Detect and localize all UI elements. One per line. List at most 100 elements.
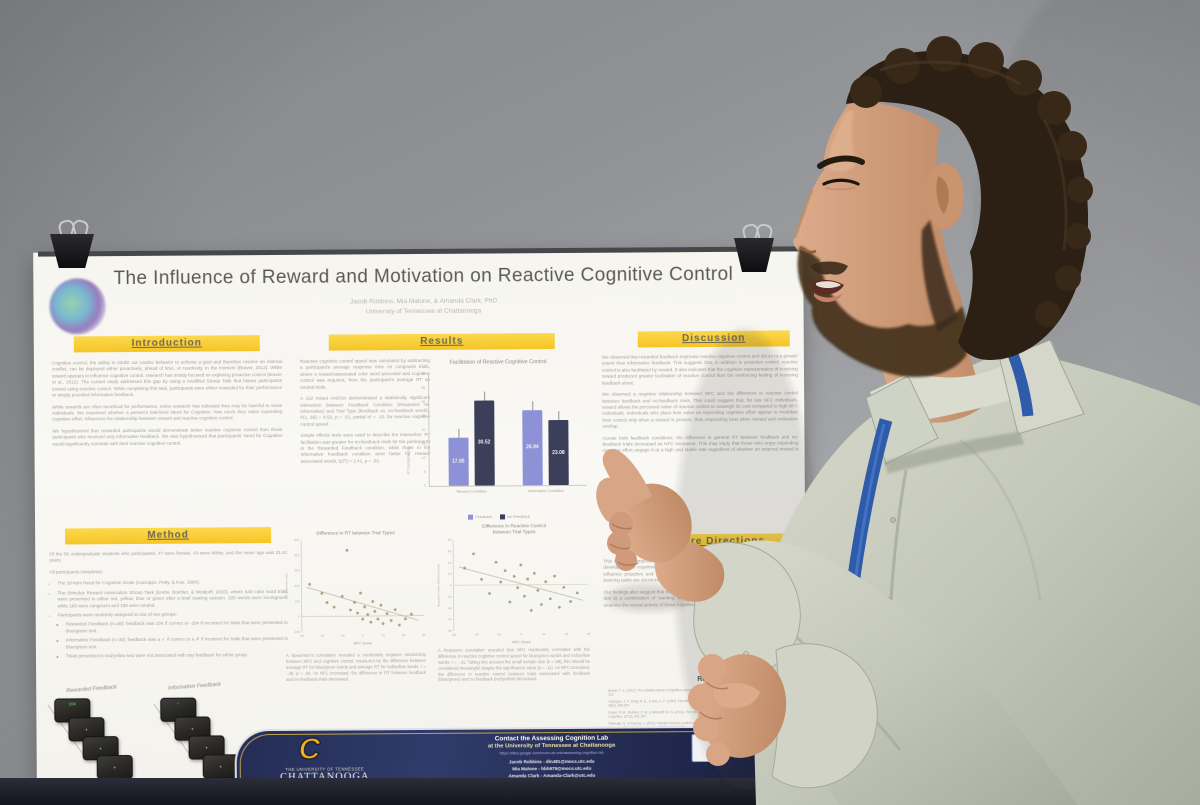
scatter-point (397, 623, 401, 627)
scatter-point (463, 566, 467, 570)
hair (846, 50, 1089, 360)
scatter-point (320, 591, 324, 595)
x-tick-label: 60 (587, 632, 591, 636)
scatter-point (393, 608, 397, 612)
trend-line (458, 566, 584, 601)
x-tick-label: 60 (422, 633, 426, 637)
scatter-point (369, 620, 373, 624)
trend-line (306, 586, 419, 621)
fist (688, 654, 787, 766)
scatter-point (371, 600, 375, 603)
clip-body (734, 238, 774, 272)
scatter-point (512, 574, 516, 578)
scatter-point (325, 601, 329, 604)
scatter-point (376, 617, 380, 621)
knuckle (688, 684, 716, 712)
lower-lip (814, 293, 843, 303)
y-tick-label: 60 (448, 549, 452, 553)
y-tick-label: 100 (295, 599, 300, 603)
scatter-point (536, 588, 540, 592)
head (793, 36, 1093, 378)
scatter-point (349, 608, 352, 612)
x-axis-label: NFC Score (353, 641, 372, 645)
x-tick-label: -40 (474, 633, 479, 637)
thumb (596, 477, 632, 524)
scatter-point (345, 548, 349, 552)
pointing-arm (596, 449, 1078, 805)
y-tick-label: 0 (450, 583, 452, 587)
y-tick-label: 400 (294, 553, 299, 557)
scatter-point (361, 617, 365, 621)
scatter-point (366, 613, 370, 616)
x-tick-label: -20 (497, 632, 502, 636)
scatter-point (523, 594, 526, 598)
x-axis-label: NFC Score (512, 640, 531, 644)
scatter-title: between Trial Types (493, 529, 536, 535)
scatter-point (410, 612, 413, 616)
scatter-title: Difference in Reactive Control (482, 523, 546, 529)
y-axis-label: Reactive Control Difference (ms) (436, 564, 440, 607)
x-tick-label: 40 (565, 632, 569, 636)
y-tick-label: -40 (447, 606, 452, 610)
binder-clip-icon (50, 218, 94, 272)
scatter-point (494, 560, 498, 564)
nostril (799, 246, 817, 254)
scatter-point (373, 609, 377, 613)
index-finger (602, 449, 652, 508)
x-tick-label: 0 (520, 632, 522, 636)
curled-finger (615, 549, 637, 571)
y-tick-label: -20 (447, 595, 452, 599)
eye (822, 178, 860, 186)
knuckle (693, 715, 719, 741)
x-tick-label: 20 (542, 632, 546, 636)
pointing-hand (596, 449, 725, 602)
y-tick-label: 500 (294, 538, 299, 542)
scatter-point (363, 605, 367, 609)
thumb (713, 683, 760, 709)
x-tick-label: 0 (362, 633, 364, 637)
scatter-point (532, 571, 536, 575)
mustache (810, 261, 848, 275)
sideburn (921, 220, 958, 332)
scatter-title: Difference in RT between Trial Types (316, 530, 395, 537)
scatter-point (340, 594, 344, 598)
research-poster: The Influence of Reward and Motivation o… (33, 247, 807, 788)
x-tick-label: -60 (300, 634, 305, 638)
scatter-point (503, 569, 507, 573)
scatter-point (553, 574, 557, 578)
y-tick-label: -60 (447, 617, 452, 621)
scatter-point (488, 592, 491, 595)
y-tick-label: -100 (294, 630, 300, 634)
scatter-point (516, 586, 520, 590)
teeth (816, 281, 841, 288)
knuckle (698, 654, 726, 682)
curled-finger (609, 512, 633, 536)
scatter-point (480, 577, 483, 581)
scatter-point (519, 563, 523, 567)
resting-arm (688, 643, 878, 789)
scatter-point (539, 603, 543, 606)
y-tick-label: -80 (447, 629, 452, 633)
y-tick-label: 20 (448, 572, 452, 576)
hair-curls (850, 36, 1093, 327)
scatter-point (332, 605, 336, 609)
x-tick-label: -60 (452, 633, 457, 637)
knuckle (706, 742, 730, 766)
y-tick-label: 40 (448, 561, 452, 565)
binder-clip-icon (734, 222, 774, 276)
scatter-point (353, 600, 356, 604)
scatter-point (562, 585, 566, 589)
scatter-point (404, 617, 407, 621)
scatter-point (499, 580, 503, 584)
scatter-point (575, 591, 579, 595)
x-tick-label: -40 (320, 634, 325, 638)
scatter-point (557, 605, 561, 609)
scatter-point (508, 600, 512, 604)
scatter-point (381, 622, 385, 625)
scatter-point (548, 597, 552, 601)
x-axis (453, 584, 589, 586)
scatter-point (356, 611, 359, 615)
